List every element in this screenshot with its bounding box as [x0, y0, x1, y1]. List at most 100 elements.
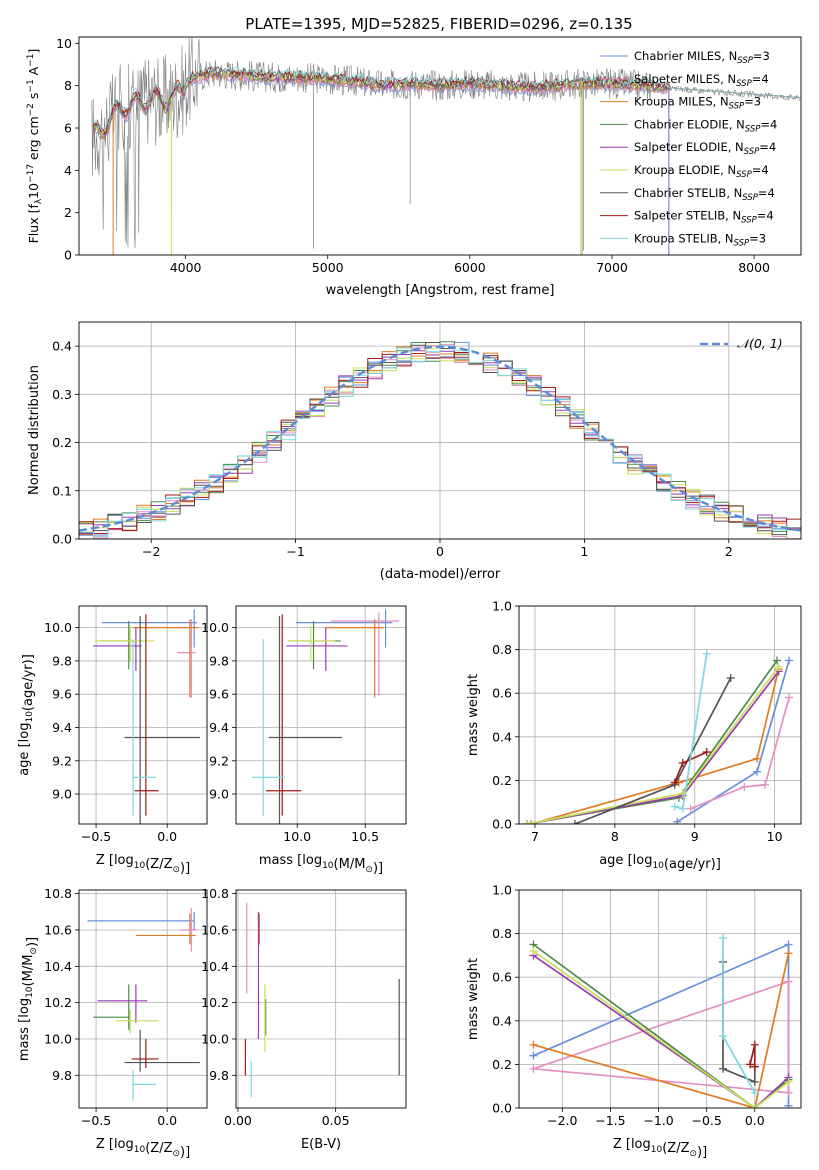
point-kroupa-stelib — [132, 639, 156, 816]
marker-chabrier-miles — [529, 1051, 538, 1060]
label-part: )] — [373, 861, 383, 876]
x-tick-label: 0.0 — [157, 829, 177, 844]
legend-text: Salpeter ELODIE, N — [634, 140, 744, 154]
legend-text: Kroupa MILES, N — [634, 95, 729, 109]
marker-salpeter-stelib — [750, 1062, 759, 1071]
marker-kroupa-stelib — [719, 933, 728, 942]
x-tick-label: 0.00 — [224, 1113, 252, 1128]
legend-suffix: =3 — [744, 95, 761, 109]
label-sub: 10 — [134, 861, 146, 871]
legend-text: Chabrier MILES, N — [634, 49, 737, 63]
y-tick-label: 10.4 — [201, 959, 229, 974]
point-kroupa-elodie — [94, 625, 155, 661]
x-axis-label: Z [log10(Z/Z⊙)] — [96, 853, 190, 876]
x-axis-label: (data-model)/error — [380, 567, 501, 582]
marker-salpeter-miles — [784, 1088, 793, 1097]
y-tick-label: 9.8 — [209, 653, 229, 668]
point-salpeter-miles — [179, 908, 198, 952]
x-tick-label: −0.5 — [81, 829, 111, 844]
y-axis-label-part: s — [26, 93, 41, 104]
point-salpeter-miles — [177, 619, 196, 698]
x-tick-label: −2 — [142, 544, 160, 559]
x-tick-label: 0.05 — [322, 1113, 350, 1128]
series-kroupa-miles — [530, 669, 780, 824]
marker-salpeter-miles — [784, 977, 793, 986]
marker-chabrier-miles — [753, 767, 762, 776]
point-kroupa-elodie — [287, 625, 336, 661]
x-tick-label: −2.0 — [547, 1113, 577, 1128]
point-kroupa-stelib — [132, 1069, 156, 1101]
label-sub: 10 — [25, 711, 35, 723]
legend-text: Kroupa ELODIE, N — [634, 163, 736, 177]
marker-kroupa-elodie — [774, 663, 783, 672]
y-axis-label: mass weight — [466, 674, 481, 756]
age-vs-Z-panel: −0.5 0.09.09.29.49.69.810.0Z [log10(Z/Z⊙)… — [17, 605, 208, 876]
y-tick-label: 9.6 — [52, 687, 72, 702]
y-tick-label: 9.2 — [209, 753, 229, 768]
plot-area — [79, 606, 207, 824]
y-tick-label: 10.4 — [44, 959, 72, 974]
marker-kroupa-elodie — [529, 947, 538, 956]
y-tick-label: 0.4 — [52, 339, 72, 354]
series-salpeter-stelib — [749, 1044, 756, 1067]
series-salpeter-miles — [690, 697, 790, 810]
x-tick-label: 6000 — [454, 260, 486, 275]
label-sub: ⊙ — [365, 865, 373, 875]
label-part: (Z/Z — [145, 1141, 172, 1156]
label-part: log — [302, 853, 322, 868]
axes-frame — [235, 889, 407, 1109]
point-kroupa-stelib — [252, 639, 285, 816]
axes-frame — [78, 889, 208, 1109]
y-tick-label: 0 — [64, 248, 72, 263]
spectrum-panel: 4000 5000 6000 7000 8000 0 2 4 6 8 10 Chabrier MILE… — [26, 36, 802, 298]
label-part: (Z/Z — [145, 857, 172, 872]
y-axis-label: Flux [fλ10−17 erg cm−2 s−1 A−1] — [26, 49, 44, 244]
marker-chabrier-stelib — [726, 673, 735, 682]
y-tick-label: 0.2 — [492, 773, 512, 788]
x-tick-label: 5000 — [312, 260, 344, 275]
y-tick-label: 10.0 — [201, 1031, 229, 1046]
marker-kroupa-miles — [784, 949, 793, 958]
y-axis-label: mass [log10(M/M⊙)] — [17, 937, 40, 1061]
mass-vs-ebv-panel: 0.00 0.05 9.8 10.0 10.2 10.4 10.6 10.8 E(B-V) — [201, 886, 407, 1152]
x-tick-label: 4000 — [170, 260, 202, 275]
axes-frame — [518, 889, 802, 1109]
point-salpeter-stelib — [265, 614, 302, 816]
label-sub: ⊙ — [172, 1149, 180, 1159]
marker-chabrier-stelib — [570, 820, 579, 824]
marker-kroupa-miles — [753, 754, 762, 763]
y-tick-label: 0.6 — [492, 686, 512, 701]
label-part: log — [114, 1137, 134, 1152]
marker-kroupa-elodie — [784, 1077, 793, 1086]
x-tick-label: 0.0 — [157, 1113, 177, 1128]
y-axis-label-part: 10 — [26, 183, 41, 199]
legend-text: Salpeter STELIB, N — [634, 209, 741, 223]
marker-salpeter-miles — [740, 782, 749, 791]
point-chabrier-elodie — [93, 984, 130, 1030]
marker-kroupa-miles — [529, 1040, 538, 1049]
marker-salpeter-stelib — [702, 748, 711, 757]
plot-area — [519, 606, 801, 824]
histogram-kroupa-elodie — [79, 348, 801, 539]
label-part: )] — [180, 861, 190, 876]
plot-area — [79, 890, 207, 1108]
marker-chabrier-miles — [784, 940, 793, 949]
axes-frame — [78, 36, 802, 256]
legend-suffix: =4 — [752, 163, 769, 177]
point-salpeter-stelib — [131, 1038, 159, 1069]
marker-kroupa-elodie — [522, 820, 531, 824]
plot-area — [519, 890, 801, 1108]
y-tick-label: 10.6 — [44, 922, 72, 937]
legend-sub: SSP — [736, 170, 752, 180]
x-tick-label: 2 — [725, 544, 733, 559]
y-tick-label: 1.0 — [492, 599, 512, 614]
x-tick-label: 7 — [531, 829, 539, 844]
y-axis-label-part: A — [26, 66, 41, 79]
plot-area — [236, 606, 406, 824]
axes-frame — [518, 605, 802, 825]
x-tick-label: −1.5 — [595, 1113, 625, 1128]
legend-label-chabrier-stelib: Chabrier STELIB, NSSP=4 — [634, 186, 775, 203]
y-tick-label: 1.0 — [492, 883, 512, 898]
mass-weight-vs-Z-panel: −2.0 −1.5 −1.0 −0.5 0.0 0.0 0.2 0.4 0.6 0.8 1.0 Z [… — [466, 883, 802, 1160]
marker-chabrier-stelib — [719, 1064, 728, 1073]
